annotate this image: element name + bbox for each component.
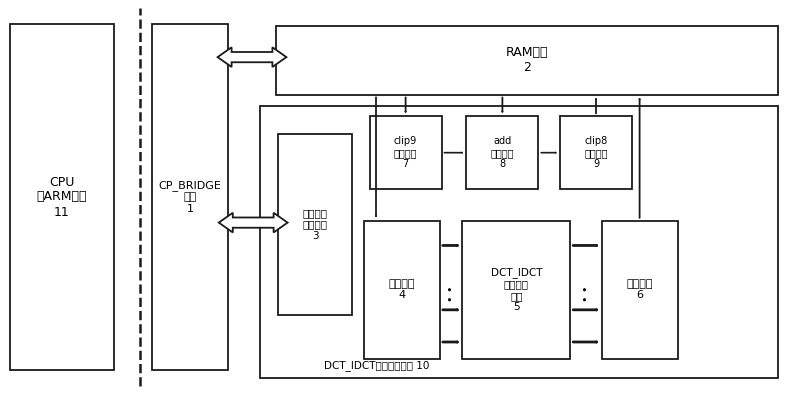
Polygon shape xyxy=(218,47,286,67)
Bar xyxy=(466,116,538,189)
Text: 输出缓存
6: 输出缓存 6 xyxy=(626,279,653,300)
Text: clip8
运算模块
9: clip8 运算模块 9 xyxy=(584,136,608,169)
Bar xyxy=(602,221,678,359)
Bar xyxy=(152,24,228,370)
Text: • •: • • xyxy=(581,286,591,302)
Text: DCT_IDCT
一维运算
模块
5: DCT_IDCT 一维运算 模块 5 xyxy=(490,267,542,312)
Text: 控制和状
态寄存器
3: 控制和状 态寄存器 3 xyxy=(302,208,328,241)
Bar xyxy=(370,116,442,189)
Bar xyxy=(10,24,114,370)
Text: • •: • • xyxy=(446,286,456,302)
Bar xyxy=(276,26,778,95)
Text: RAM模块
2: RAM模块 2 xyxy=(506,46,548,74)
Bar xyxy=(364,221,440,359)
Text: clip9
运算模块
7: clip9 运算模块 7 xyxy=(394,136,418,169)
Bar xyxy=(278,134,352,315)
Text: add
运算模块
8: add 运算模块 8 xyxy=(490,136,514,169)
Text: DCT_IDCT二维运算模块 10: DCT_IDCT二维运算模块 10 xyxy=(324,360,430,371)
Text: CP_BRIDGE
模块
1: CP_BRIDGE 模块 1 xyxy=(158,180,222,214)
Bar xyxy=(462,221,570,359)
Bar xyxy=(560,116,632,189)
Text: CPU
（ARM核）
11: CPU （ARM核） 11 xyxy=(36,175,87,219)
Text: 输入缓存
4: 输入缓存 4 xyxy=(389,279,415,300)
Bar xyxy=(260,106,778,378)
Polygon shape xyxy=(219,213,288,232)
